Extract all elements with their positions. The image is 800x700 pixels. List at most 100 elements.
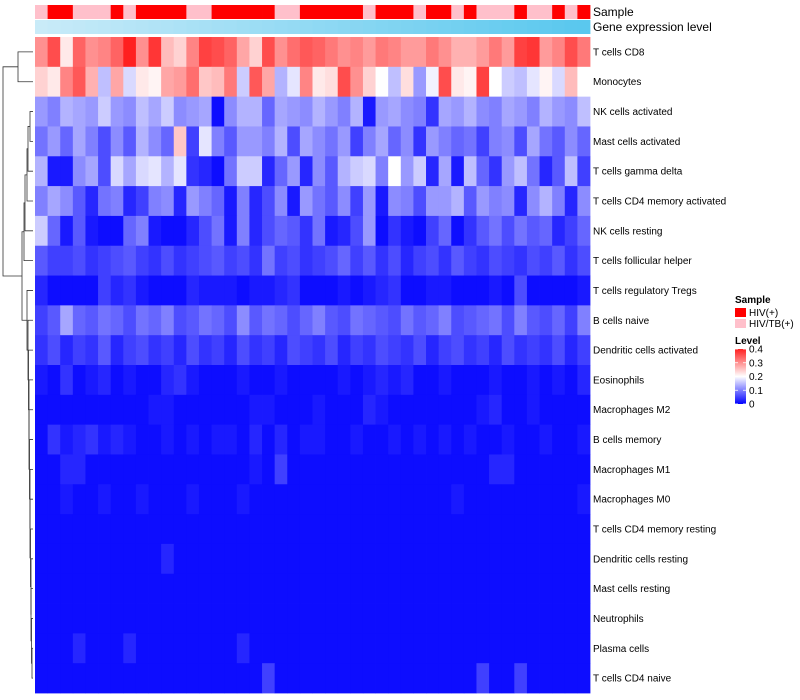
heatmap-cell bbox=[312, 275, 326, 306]
heatmap-cell bbox=[413, 663, 427, 694]
heatmap-cell bbox=[135, 215, 149, 247]
heatmap-cell bbox=[110, 156, 124, 187]
heatmap-cell bbox=[135, 424, 149, 455]
heatmap-cell bbox=[236, 156, 250, 187]
heatmap-cell bbox=[72, 454, 86, 485]
heatmap-cell bbox=[299, 603, 313, 634]
heatmap-cell bbox=[451, 156, 465, 187]
heatmap-cell bbox=[400, 454, 414, 485]
dendrogram-branch bbox=[24, 174, 33, 232]
heatmap-cell bbox=[388, 663, 402, 694]
heatmap-cell bbox=[476, 424, 490, 455]
heatmap-cell bbox=[451, 126, 465, 157]
gene-expression-cell bbox=[564, 20, 578, 34]
row-label: T cells follicular helper bbox=[593, 256, 692, 267]
sample-cell bbox=[299, 5, 313, 19]
heatmap-cell bbox=[110, 335, 124, 366]
heatmap-cell bbox=[350, 275, 364, 306]
heatmap-cell bbox=[236, 245, 250, 276]
heatmap-cell bbox=[577, 156, 591, 187]
heatmap-cell bbox=[249, 543, 263, 575]
heatmap-cell bbox=[135, 186, 149, 217]
heatmap-cell bbox=[123, 66, 137, 98]
heatmap-cell bbox=[350, 424, 364, 455]
legend-label-hiv: HIV(+) bbox=[749, 308, 778, 319]
level-colorbar bbox=[735, 349, 746, 404]
heatmap-cell bbox=[526, 633, 540, 664]
sample-cell bbox=[539, 5, 553, 19]
heatmap-cell bbox=[526, 126, 540, 157]
heatmap-cell bbox=[198, 215, 212, 247]
heatmap-cell bbox=[35, 484, 49, 515]
heatmap-cell bbox=[236, 365, 250, 396]
heatmap-cell bbox=[501, 424, 515, 455]
gene-expression-cell bbox=[362, 20, 376, 34]
heatmap-cell bbox=[72, 514, 86, 545]
sample-cell bbox=[287, 5, 301, 19]
heatmap-cell bbox=[198, 66, 212, 98]
heatmap-cell bbox=[47, 96, 61, 127]
heatmap-cell bbox=[552, 37, 566, 68]
level-tick-label: 0.3 bbox=[749, 358, 763, 369]
heatmap-cell bbox=[287, 543, 301, 575]
heatmap-cell bbox=[388, 633, 402, 664]
heatmap-cell bbox=[135, 37, 149, 68]
gene-expression-cell bbox=[287, 20, 301, 34]
heatmap-cell bbox=[552, 603, 566, 634]
heatmap-cell bbox=[350, 454, 364, 485]
heatmap-cell bbox=[274, 37, 288, 68]
heatmap-cell bbox=[236, 96, 250, 127]
heatmap-cell bbox=[539, 335, 553, 366]
heatmap-cell bbox=[274, 156, 288, 187]
heatmap-cell bbox=[47, 484, 61, 515]
heatmap-cell bbox=[312, 663, 326, 694]
heatmap-cell bbox=[186, 663, 200, 694]
heatmap-cell bbox=[350, 305, 364, 336]
heatmap-cell bbox=[526, 37, 540, 68]
sample-cell bbox=[577, 5, 591, 19]
sample-cell bbox=[72, 5, 86, 19]
heatmap-cell bbox=[249, 365, 263, 396]
heatmap-cell bbox=[388, 365, 402, 396]
heatmap-cell bbox=[375, 66, 389, 98]
heatmap-cell bbox=[287, 305, 301, 336]
heatmap-cell bbox=[198, 245, 212, 276]
heatmap-cell bbox=[325, 394, 339, 426]
heatmap-cell bbox=[564, 37, 578, 68]
heatmap-cell bbox=[539, 275, 553, 306]
heatmap-cell bbox=[325, 633, 339, 664]
heatmap-cell bbox=[47, 215, 61, 247]
heatmap-cell bbox=[514, 186, 528, 217]
heatmap-cell bbox=[274, 66, 288, 98]
heatmap-cell bbox=[438, 245, 452, 276]
heatmap-cell bbox=[375, 573, 389, 604]
heatmap-cell bbox=[274, 603, 288, 634]
heatmap-cell bbox=[161, 424, 175, 455]
heatmap-cell bbox=[451, 424, 465, 455]
heatmap-cell bbox=[98, 156, 112, 187]
heatmap-cell bbox=[135, 126, 149, 157]
heatmap-cell bbox=[85, 573, 99, 604]
heatmap-cell bbox=[438, 186, 452, 217]
heatmap-cell bbox=[426, 514, 440, 545]
row-label: Plasma cells bbox=[593, 644, 649, 655]
heatmap-cell bbox=[362, 37, 376, 68]
heatmap-cell bbox=[274, 96, 288, 127]
heatmap-cell bbox=[463, 365, 477, 396]
heatmap-cell bbox=[236, 633, 250, 664]
heatmap-cell bbox=[388, 37, 402, 68]
heatmap-cell bbox=[438, 573, 452, 604]
heatmap-cell bbox=[299, 126, 313, 157]
heatmap-cell bbox=[577, 663, 591, 694]
heatmap-cell bbox=[400, 245, 414, 276]
heatmap-cell bbox=[400, 66, 414, 98]
heatmap-cell bbox=[249, 275, 263, 306]
heatmap-cell bbox=[325, 305, 339, 336]
sample-cell bbox=[312, 5, 326, 19]
heatmap-cell bbox=[98, 66, 112, 98]
heatmap-cell bbox=[236, 305, 250, 336]
sample-cell bbox=[514, 5, 528, 19]
heatmap-cell bbox=[299, 514, 313, 545]
heatmap-cell bbox=[186, 96, 200, 127]
